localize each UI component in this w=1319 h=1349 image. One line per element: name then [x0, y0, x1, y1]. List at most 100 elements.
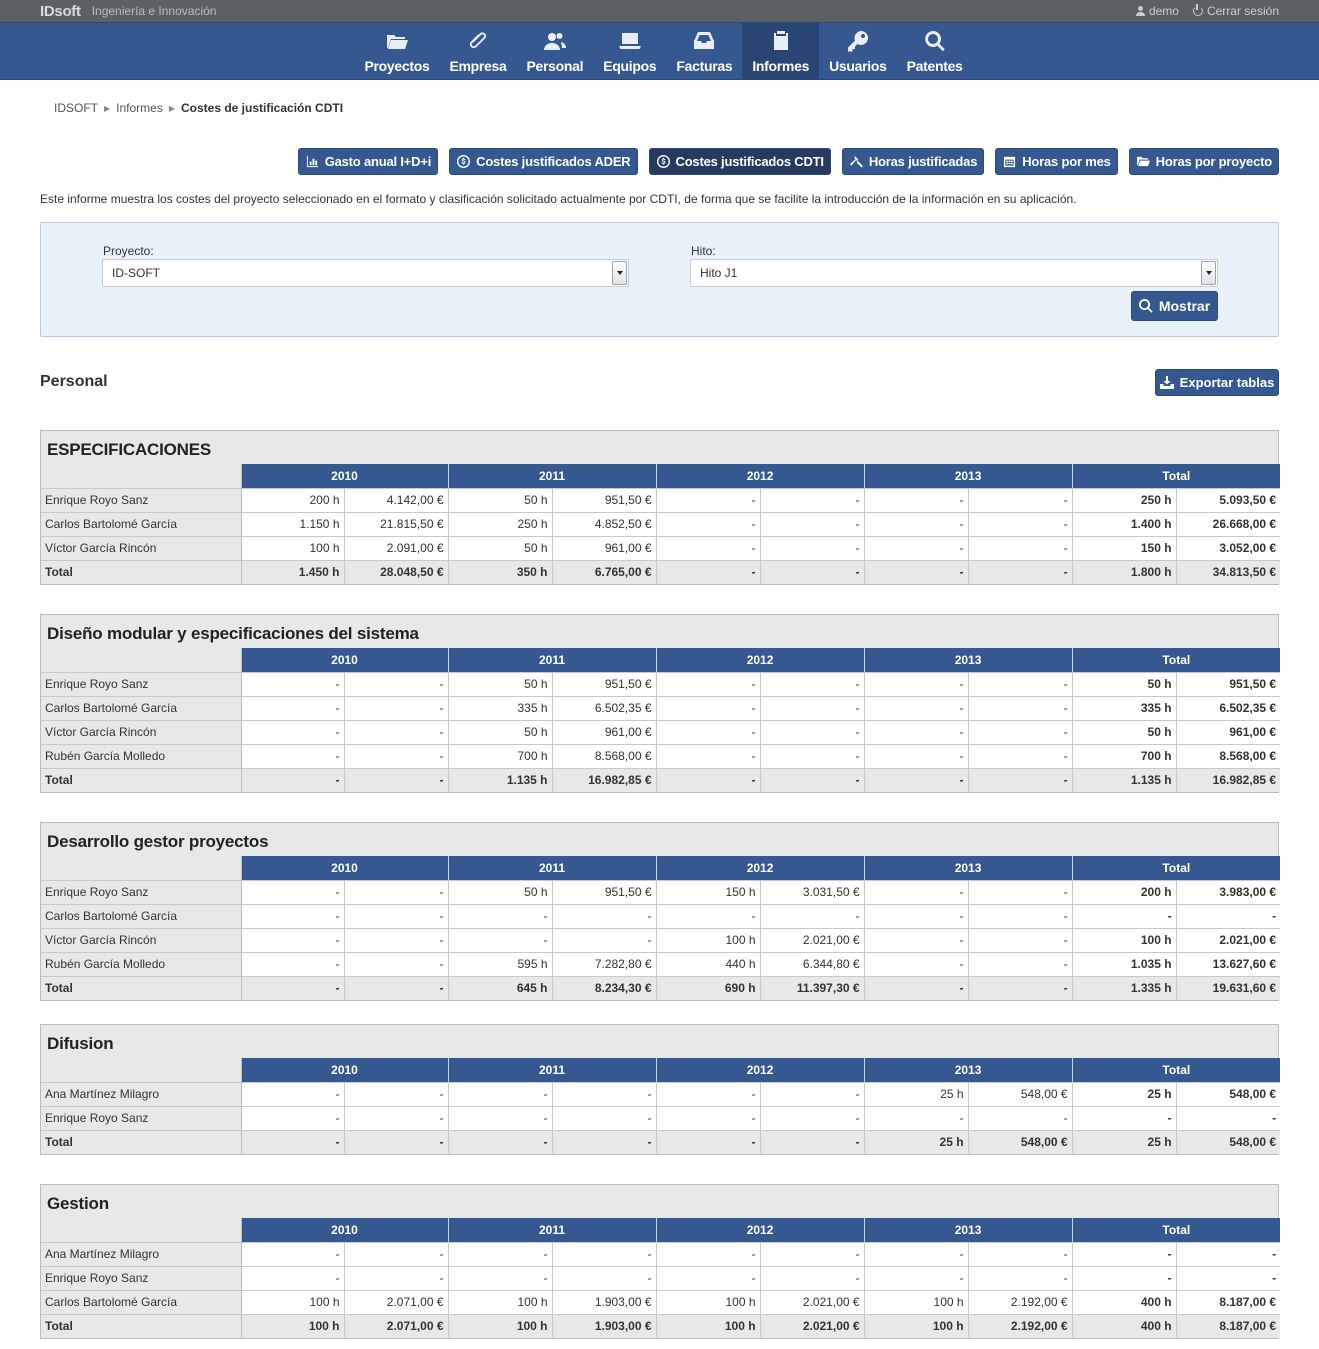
row-label: Rubén García Molledo	[41, 951, 242, 976]
table-cell: 548,00 €	[968, 1129, 1073, 1154]
report-horas-mes-button[interactable]: Horas por mes	[995, 148, 1118, 175]
table-cell: -	[968, 719, 1073, 744]
key-icon	[845, 28, 871, 54]
table-cell: -	[864, 719, 969, 744]
report-gasto-anual-button[interactable]: Gasto anual I+D+i	[297, 148, 439, 175]
button-label: Horas justificadas	[868, 154, 978, 169]
report-buttons: Gasto anual I+D+i Costes justificados AD…	[297, 148, 1279, 175]
report-horas-justificadas-button[interactable]: Horas justificadas	[841, 148, 985, 175]
table-row: Ana Martínez Milagro - - - - - -25 h 548,00 €25…	[41, 1081, 1281, 1106]
table-cell: -	[864, 535, 969, 560]
nav-patentes[interactable]: Patentes	[897, 23, 973, 79]
report-ader-button[interactable]: Costes justificados ADER	[449, 148, 638, 175]
column-header: 2013	[864, 856, 1073, 880]
export-tables-button[interactable]: Exportar tablas	[1155, 369, 1279, 396]
table-cell: -	[344, 879, 449, 904]
table-row: Víctor García Rincón - -50 h 961,00 € - - - -50…	[41, 719, 1281, 744]
table-cell: -	[448, 1081, 553, 1106]
table-cell: 25 h	[864, 1081, 969, 1106]
table-cell: 13.627,60 €	[1176, 951, 1281, 976]
brand-logo[interactable]: IDsoft	[40, 2, 81, 20]
table-cell: 34.813,50 €	[1176, 559, 1281, 584]
search-icon	[1138, 299, 1153, 313]
table-cell: -	[760, 535, 865, 560]
table-cell: -	[241, 951, 345, 976]
table-cell: 3.983,00 €	[1176, 879, 1281, 904]
table-cell: -	[656, 671, 761, 696]
table-cell: -	[760, 511, 865, 536]
table-cell: 250 h	[448, 511, 553, 536]
table-cell: 50 h	[1072, 671, 1177, 696]
column-header: 2012	[656, 856, 865, 880]
chevron-down-icon[interactable]	[612, 261, 627, 285]
nav-label: Equipos	[603, 58, 657, 74]
user-name: demo	[1148, 4, 1179, 18]
table-cell: 8.568,00 €	[1176, 743, 1281, 768]
table-cell: 400 h	[1072, 1289, 1177, 1314]
table-cell: 100 h	[656, 1289, 761, 1314]
table-row: Rubén García Molledo - -595 h 7.282,80 €440…	[41, 951, 1281, 976]
table-cell: -	[656, 487, 761, 512]
breadcrumb-root[interactable]: IDSOFT	[54, 101, 98, 115]
proyecto-select[interactable]: ID-SOFT	[102, 259, 629, 287]
table-cell: -	[760, 903, 865, 928]
table-cell: -	[344, 671, 449, 696]
nav-usuarios[interactable]: Usuarios	[819, 23, 897, 79]
triangle-right-icon: ▶	[104, 103, 111, 113]
table-cell: 2.091,00 €	[344, 535, 449, 560]
table-cell: -	[656, 535, 761, 560]
nav-equipos[interactable]: Equipos	[593, 23, 666, 79]
table-cell: 1.150 h	[241, 511, 345, 536]
nav-proyectos[interactable]: Proyectos	[354, 23, 439, 79]
column-header: 2012	[656, 648, 865, 672]
table-cell: 50 h	[448, 671, 553, 696]
clipboard-icon	[768, 28, 794, 54]
report-horas-proyecto-button[interactable]: Horas por proyecto	[1128, 148, 1279, 175]
table-cell: 700 h	[1072, 743, 1177, 768]
column-header: 2011	[448, 856, 657, 880]
table-cell: -	[968, 927, 1073, 952]
nav-facturas[interactable]: Facturas	[666, 23, 742, 79]
triangle-right-icon: ▶	[168, 103, 175, 113]
breadcrumb-parent[interactable]: Informes	[116, 101, 163, 115]
logout-link[interactable]: Cerrar sesión	[1192, 4, 1279, 18]
section-title: Personal	[40, 373, 108, 390]
report-cdti-button[interactable]: Costes justificados CDTI	[648, 148, 831, 175]
coin-icon	[457, 155, 471, 168]
column-header: 2013	[864, 648, 1073, 672]
table-cell: -	[448, 903, 553, 928]
row-label: Total	[41, 1313, 242, 1338]
group-title: ESPECIFICACIONES	[47, 440, 211, 459]
table-cell: 200 h	[241, 487, 345, 512]
table-cell: -	[552, 1081, 657, 1106]
row-label: Carlos Bartolomé García	[41, 695, 242, 720]
table-cell: 2.021,00 €	[760, 1289, 865, 1314]
column-header: 2013	[864, 1058, 1073, 1082]
table-cell: 50 h	[448, 487, 553, 512]
hito-select[interactable]: Hito J1	[690, 259, 1218, 287]
table-cell: -	[1176, 1241, 1281, 1266]
user-link[interactable]: demo	[1135, 4, 1179, 18]
row-label: Total	[41, 559, 242, 584]
nav-empresa[interactable]: Empresa	[439, 23, 516, 79]
mostrar-button[interactable]: Mostrar	[1131, 291, 1218, 321]
nav-personal[interactable]: Personal	[516, 23, 593, 79]
column-header: 2011	[448, 1218, 657, 1242]
column-header: 2010	[241, 648, 449, 672]
nav-label: Personal	[526, 58, 584, 74]
table-cell: -	[864, 903, 969, 928]
nav-informes[interactable]: Informes	[742, 23, 820, 79]
table-cell: -	[968, 1241, 1073, 1266]
row-label: Víctor García Rincón	[41, 535, 242, 560]
cost-group: Gestion 2010 2011 2012 2013 Total Ana Martínez…	[40, 1184, 1281, 1339]
table-row: Carlos Bartolomé García 100 h 2.071,00 €10…	[41, 1289, 1281, 1314]
table-cell: -	[760, 559, 865, 584]
table-cell: -	[241, 903, 345, 928]
table-cell: -	[656, 1265, 761, 1290]
table-cell: -	[656, 767, 761, 792]
chevron-down-icon[interactable]	[1201, 261, 1216, 285]
table-cell: -	[864, 1241, 969, 1266]
proyecto-value: ID-SOFT	[112, 266, 160, 280]
